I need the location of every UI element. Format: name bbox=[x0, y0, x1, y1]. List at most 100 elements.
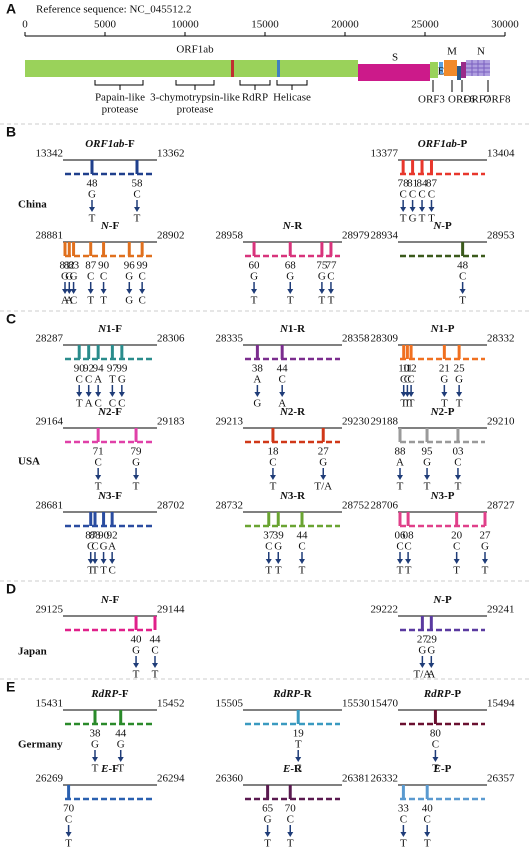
arrow-head bbox=[453, 559, 460, 564]
alt-base: T bbox=[441, 398, 448, 410]
ref-base: C bbox=[65, 814, 72, 826]
ref-base: C bbox=[133, 189, 140, 201]
assay-name: N-F bbox=[100, 220, 120, 232]
mismatch-pos: 94 bbox=[93, 363, 105, 375]
arrow-head bbox=[428, 663, 435, 668]
arrow-head bbox=[133, 475, 140, 480]
ref-base: G bbox=[274, 541, 282, 553]
alt-base: T bbox=[482, 565, 489, 577]
mismatch-pos: 82 bbox=[64, 260, 75, 272]
ref-base: C bbox=[428, 189, 435, 201]
gene-label: ORF8 bbox=[484, 94, 511, 106]
alt-base: T bbox=[419, 213, 426, 225]
ref-base: C bbox=[400, 374, 407, 386]
assay-name: N-R bbox=[282, 220, 304, 232]
alt-base: T/A bbox=[414, 669, 432, 681]
assay-suffix: 1-R bbox=[288, 323, 306, 335]
arrow-head bbox=[409, 207, 416, 212]
end-coord: 13362 bbox=[157, 148, 185, 160]
alt-base: A bbox=[65, 295, 73, 307]
assay-name: N3-F bbox=[97, 490, 122, 502]
start-coord: 15431 bbox=[36, 698, 64, 710]
ref-base: C bbox=[432, 739, 439, 751]
arrow-head bbox=[275, 559, 282, 564]
domain-label: 3-chymotrypsin-like bbox=[150, 92, 240, 104]
assay-gene: E bbox=[433, 763, 441, 775]
ref-base: C bbox=[100, 271, 107, 283]
ref-base: C bbox=[87, 541, 94, 553]
arrow-head bbox=[428, 207, 435, 212]
s-box bbox=[358, 64, 430, 81]
assay-suffix: -P bbox=[451, 688, 462, 700]
arrow-head bbox=[482, 559, 488, 564]
axis-tick-label: 20000 bbox=[331, 19, 359, 31]
assay-suffix: -R bbox=[300, 688, 313, 700]
alt-base: T bbox=[265, 565, 272, 577]
arrow-head bbox=[279, 392, 286, 397]
alt-base: T bbox=[459, 295, 466, 307]
mismatch-pos: 12 bbox=[406, 363, 417, 375]
assay-suffix: 3-P bbox=[439, 490, 455, 502]
ref-base: C bbox=[151, 645, 158, 657]
orf7-box bbox=[461, 62, 466, 78]
start-coord: 26269 bbox=[36, 773, 64, 785]
arrow-head bbox=[424, 832, 431, 837]
alt-base: C bbox=[108, 565, 115, 577]
end-coord: 28306 bbox=[157, 333, 185, 345]
arrow-head bbox=[441, 392, 448, 397]
start-coord: 26332 bbox=[371, 773, 399, 785]
assay-gene: N bbox=[279, 406, 289, 418]
ref-base: G bbox=[132, 457, 140, 469]
start-coord: 28287 bbox=[36, 333, 64, 345]
mismatch-pos: 80 bbox=[430, 728, 442, 740]
axis-tick-label: 15000 bbox=[251, 19, 279, 31]
mismatch-pos: 88 bbox=[395, 446, 407, 458]
ref-base: G bbox=[61, 271, 69, 283]
ref-base: A bbox=[396, 457, 404, 469]
ref-base: C bbox=[91, 541, 98, 553]
ref-base: C bbox=[454, 457, 461, 469]
assay-gene: E bbox=[282, 763, 290, 775]
alt-base: T bbox=[87, 565, 94, 577]
country-label: Germany bbox=[18, 739, 63, 751]
arrow-head bbox=[287, 832, 294, 837]
panel-title: Reference sequence: NC_045512.2 bbox=[36, 4, 191, 16]
mismatch-pos: 19 bbox=[293, 728, 305, 740]
alt-base: T bbox=[424, 838, 431, 850]
country-label: USA bbox=[18, 456, 40, 468]
gene-label: ORF1ab bbox=[176, 44, 214, 56]
ref-base: G bbox=[318, 271, 326, 283]
arrow-head bbox=[118, 392, 125, 397]
assay-suffix: -R bbox=[290, 763, 303, 775]
alt-base: T bbox=[264, 838, 271, 850]
ref-base: C bbox=[287, 814, 294, 826]
assay-name: N-P bbox=[432, 594, 452, 606]
assay-name: E-R bbox=[282, 763, 303, 775]
start-coord: 28681 bbox=[36, 500, 64, 512]
gene-label: ORF3 bbox=[418, 94, 445, 106]
mismatch-pos: 29 bbox=[426, 634, 438, 646]
orf1ab-box bbox=[25, 60, 358, 77]
alt-base: T bbox=[134, 213, 141, 225]
mismatch-pos: 06 bbox=[395, 530, 407, 542]
ref-base: G bbox=[423, 457, 431, 469]
assay-gene: N bbox=[279, 490, 289, 502]
mismatch-pos: 44 bbox=[297, 530, 309, 542]
start-coord: 29164 bbox=[36, 416, 64, 428]
arrow-head bbox=[397, 559, 403, 564]
mismatch-pos: 27 bbox=[318, 446, 330, 458]
mismatch-pos: 27 bbox=[480, 530, 492, 542]
alt-base: T bbox=[404, 398, 411, 410]
alt-base: T bbox=[432, 763, 439, 775]
start-coord: 29188 bbox=[371, 416, 399, 428]
arrow-head bbox=[70, 289, 77, 294]
